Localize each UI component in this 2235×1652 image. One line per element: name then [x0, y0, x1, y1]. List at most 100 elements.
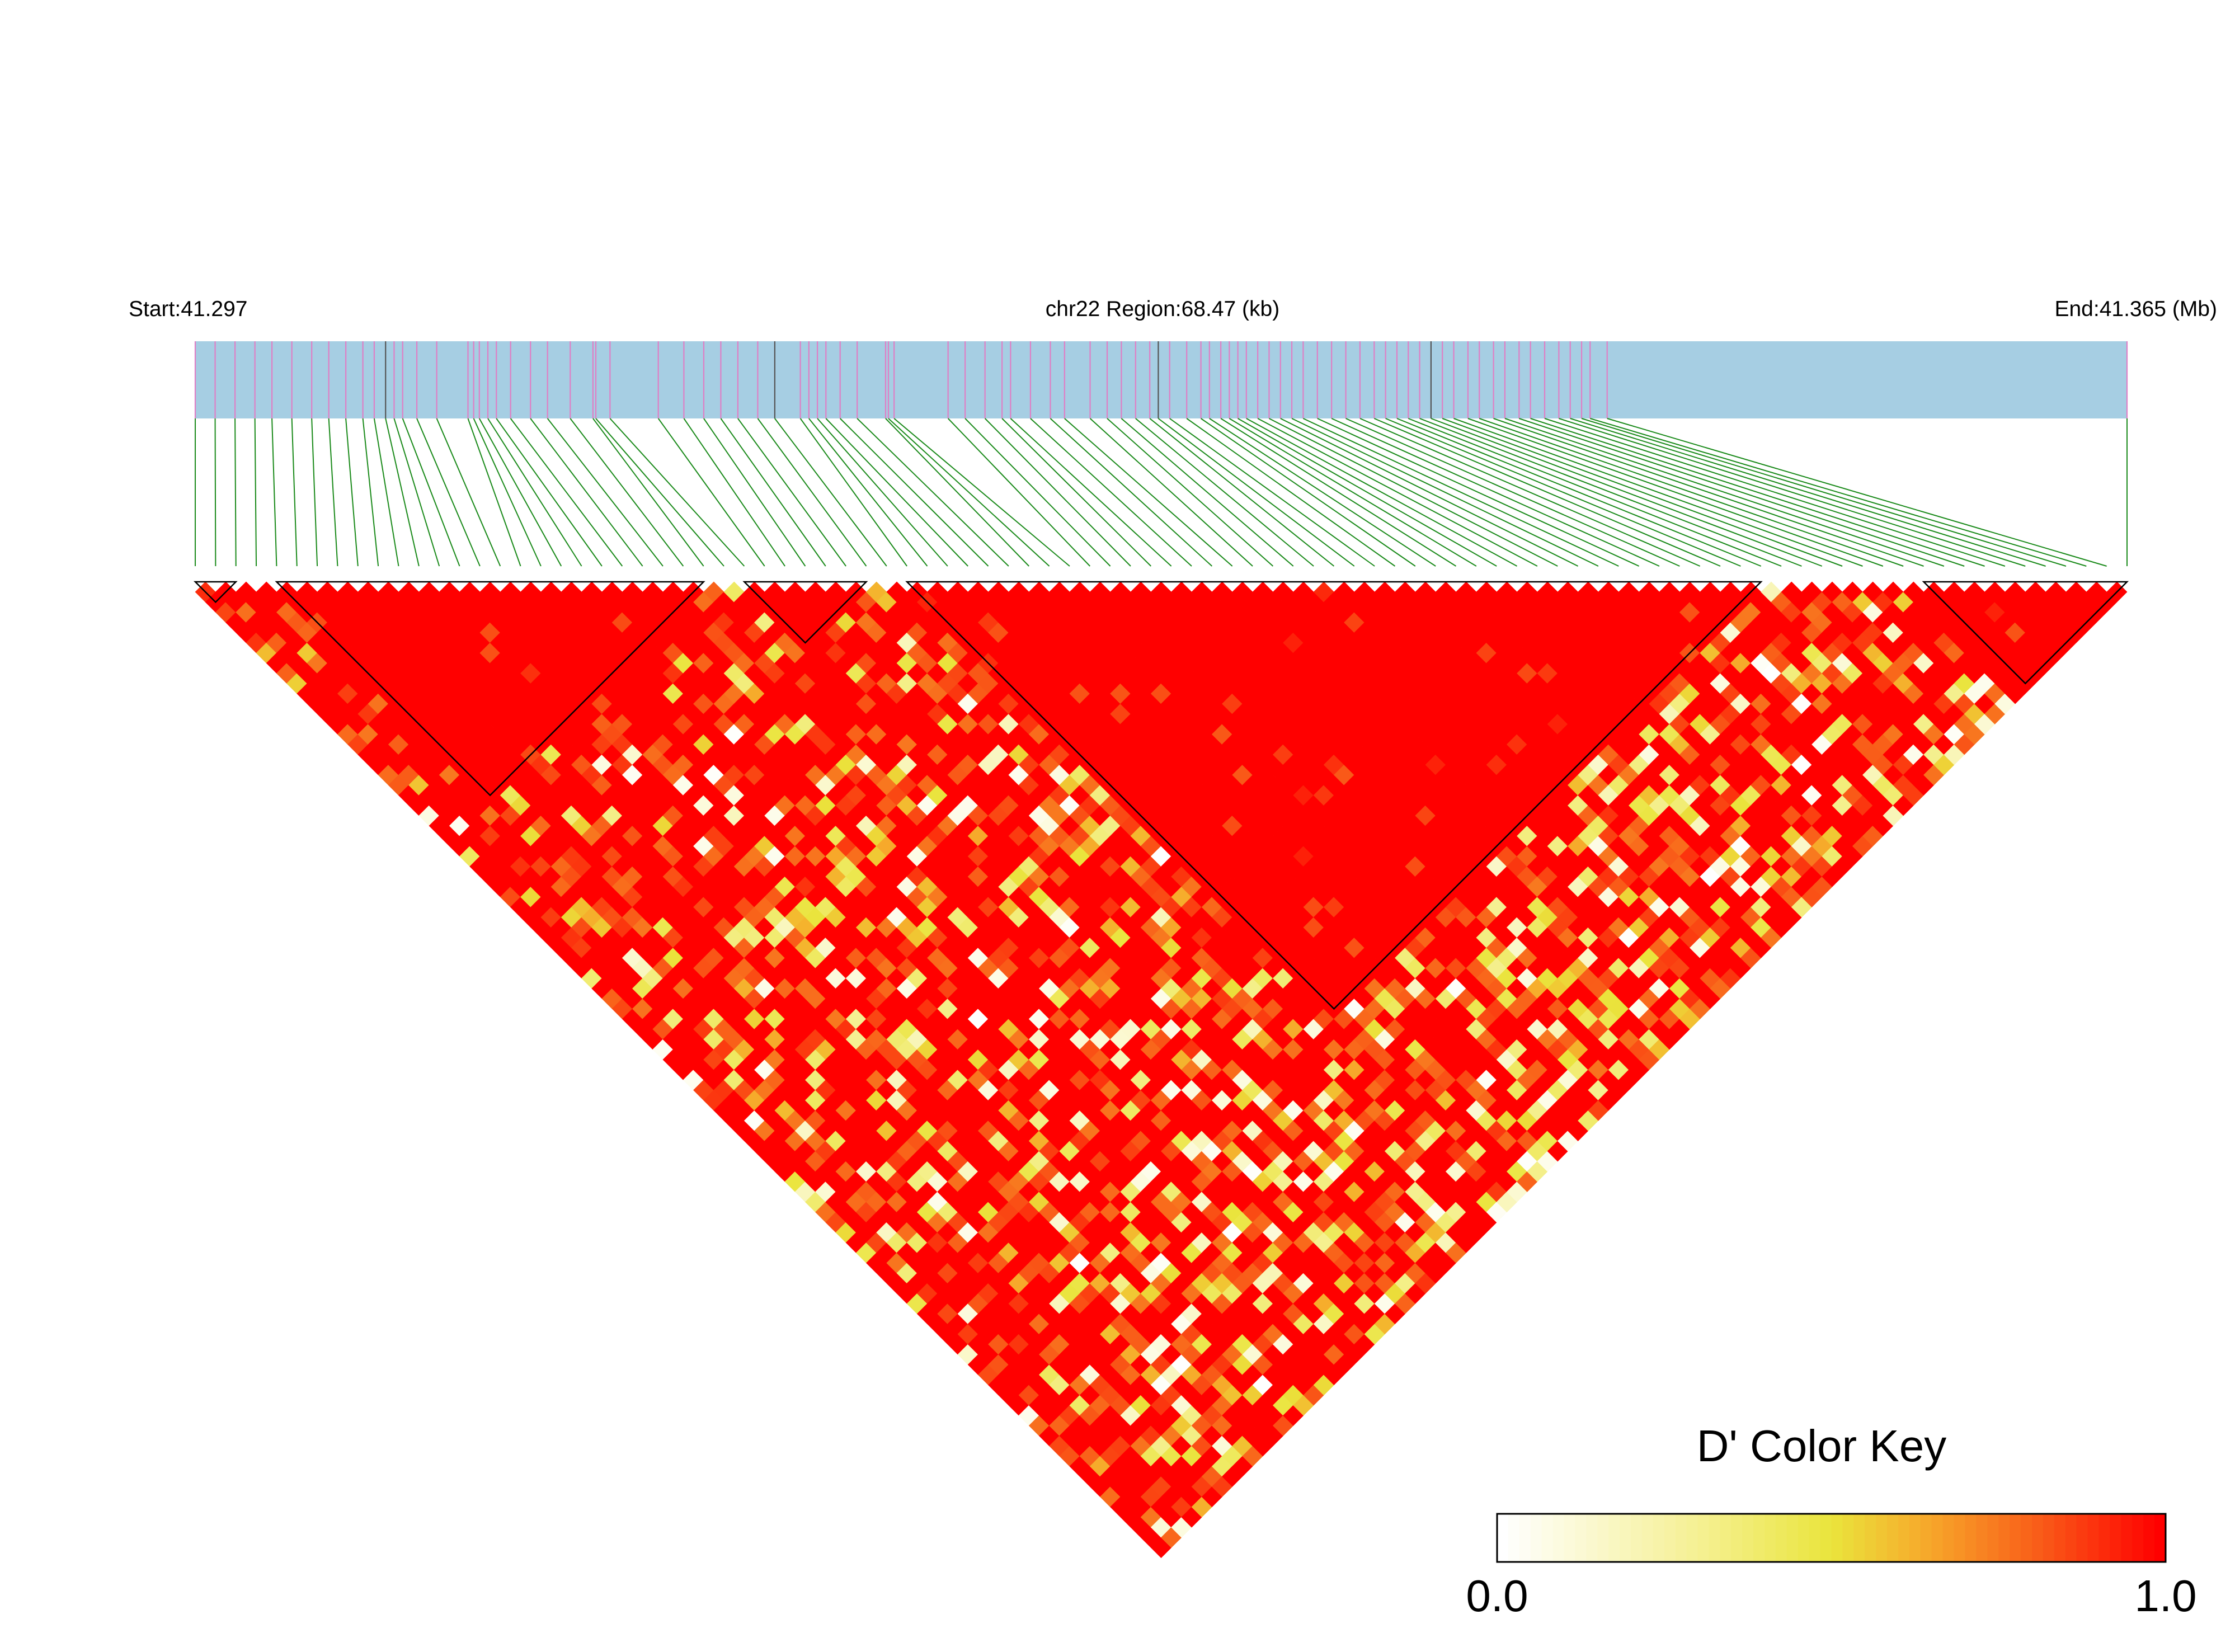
color-key-segment [1641, 1514, 1654, 1562]
color-key-segment [2065, 1514, 2077, 1562]
snp-connector [1280, 418, 1579, 567]
color-key-segment [1675, 1514, 1687, 1562]
snp-connector [1396, 418, 1762, 567]
snp-connector [362, 418, 379, 567]
color-key-segment [1720, 1514, 1732, 1562]
snp-connector [1479, 418, 1904, 567]
snp-connector [1246, 418, 1518, 567]
color-key-segment [2098, 1514, 2111, 1562]
color-key-segment [1920, 1514, 1932, 1562]
color-key-segment [1898, 1514, 1910, 1562]
snp-connector [1229, 418, 1477, 567]
snp-connector [1570, 418, 2046, 567]
snp-connector [1589, 418, 2087, 567]
snp-connector [1107, 418, 1274, 567]
snp-connector [1504, 418, 1945, 567]
snp-connector [1559, 418, 2026, 567]
color-key-segment [1608, 1514, 1620, 1562]
color-key-segment [2132, 1514, 2144, 1562]
snp-connector [893, 418, 1070, 567]
snp-connector [1467, 418, 1884, 567]
snp-connector [799, 418, 907, 567]
color-key-segment [1809, 1514, 1821, 1562]
snp-connector [657, 418, 765, 567]
snp-connector [1135, 418, 1314, 567]
snp-connector [1373, 418, 1721, 567]
color-key-segment [1597, 1514, 1609, 1562]
snp-connector [964, 418, 1111, 567]
color-key-segment [1631, 1514, 1643, 1562]
snp-connector [393, 418, 440, 567]
color-key-segment [1530, 1514, 1542, 1562]
color-key-segment [1976, 1514, 1988, 1562]
snp-connector [1519, 418, 1965, 567]
snp-connector [345, 418, 359, 567]
color-key-segment [1697, 1514, 1710, 1562]
color-key-max-label: 1.0 [2134, 1571, 2196, 1621]
snp-connector [817, 418, 948, 567]
snp-connector [1493, 418, 1924, 567]
color-key-segment [2043, 1514, 2055, 1562]
snp-connector [1544, 418, 2006, 567]
snp-connector [1001, 418, 1152, 567]
snp-connector [1186, 418, 1396, 567]
snp-connector [1291, 418, 1599, 567]
color-key-bar [1497, 1514, 2166, 1562]
color-key-segment [1931, 1514, 1944, 1562]
color-key-segment [1653, 1514, 1665, 1562]
snp-connector [1149, 418, 1335, 567]
snp-connector [1359, 418, 1701, 567]
snp-connector [402, 418, 460, 567]
color-key-segment [1709, 1514, 1721, 1562]
snp-connector [496, 418, 603, 567]
snp-connector [214, 418, 217, 567]
color-key-segment [2110, 1514, 2122, 1562]
color-key-segment [1664, 1514, 1676, 1562]
snp-connector [888, 418, 1050, 567]
snp-connector [1581, 418, 2067, 567]
snp-connector [1607, 418, 2107, 567]
snp-connector [473, 418, 542, 567]
color-key-segment [2143, 1514, 2155, 1562]
snp-connector [328, 418, 338, 567]
snp-connector [1453, 418, 1863, 567]
snp-connector [592, 418, 704, 567]
legend-title: D' Color Key [1697, 1421, 1947, 1471]
snp-connector [757, 418, 867, 567]
color-key-segment [1620, 1514, 1631, 1562]
snp-connector [1209, 418, 1436, 567]
color-key-segment [2010, 1514, 2021, 1562]
color-key-segment [1987, 1514, 1999, 1562]
snp-connector [467, 418, 521, 567]
snp-connector [1442, 418, 1843, 567]
color-key-segment [1731, 1514, 1743, 1562]
snp-connector [1158, 418, 1355, 567]
snp-connector [1331, 418, 1660, 567]
color-key-segment [1552, 1514, 1565, 1562]
snp-connector [1050, 418, 1213, 567]
snp-connector [857, 418, 1009, 567]
snp-connector [595, 418, 724, 567]
snp-connector [774, 418, 887, 567]
snp-connector [487, 418, 582, 567]
color-key-segment [2076, 1514, 2088, 1562]
color-key-segment [1831, 1514, 1843, 1562]
color-key-segment [1954, 1514, 1966, 1562]
snp-connector [683, 418, 785, 567]
snp-position-bar [195, 341, 2127, 418]
color-key-segment [1865, 1514, 1876, 1562]
end-label: End:41.365 (Mb) [2054, 297, 2217, 321]
snp-connector [291, 418, 298, 567]
snp-connector [385, 418, 420, 567]
snp-connector [510, 418, 623, 567]
snp-connector [947, 418, 1091, 567]
color-key-segment [1842, 1514, 1855, 1562]
color-key-segment [1508, 1514, 1520, 1562]
snp-connector [737, 418, 846, 567]
color-key-segment [1853, 1514, 1866, 1562]
snp-connector [1431, 418, 1823, 567]
color-key-segment [2021, 1514, 2032, 1562]
color-key-segment [1887, 1514, 1899, 1562]
color-key-segment [1575, 1514, 1587, 1562]
